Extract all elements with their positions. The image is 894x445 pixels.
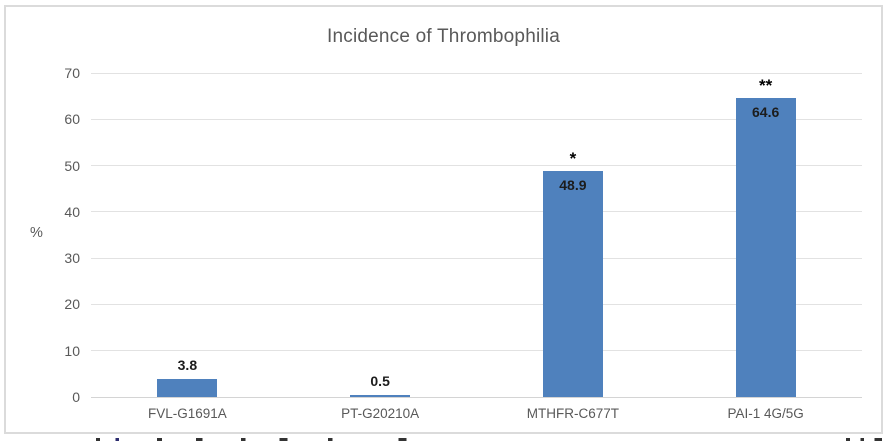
gridline-y-40 [91,211,862,213]
y-tick-label-60: 60 [64,111,80,128]
x-tick-label-MTHFR-C677T: MTHFR-C677T [526,406,619,421]
gridline-y-10 [91,350,862,352]
y-tick-label-0: 0 [72,389,80,405]
x-tick-label-PAI-1 4G/5G: PAI-1 4G/5G [727,406,804,421]
significance-mark-PAI-1 4G/5G: ** [759,75,773,95]
x-axis-category-labels: FVL-G1691A PT-G20210A MTHFR-C677T PAI-1 4G/… [91,404,862,424]
gridline-y-30 [91,257,862,259]
gridline-y-20 [91,303,862,305]
x-tick-label-FVL-G1691A: FVL-G1691A [147,406,227,421]
y-tick-label-30: 30 [64,250,80,267]
chart-title: Incidence of Thrombophilia [327,26,560,47]
y-tick-label-50: 50 [64,157,80,174]
data-label-PAI-1 4G/5G: 64.6 [752,103,780,120]
y-tick-label-20: 20 [64,296,80,313]
significance-mark-MTHFR-C677T: * [569,148,577,168]
x-tick-label-PT-G20210A: PT-G20210A [341,406,420,421]
y-tick-label-40: 40 [64,203,80,220]
gridline-y-60 [91,118,862,120]
bar-MTHFR-C677T [542,170,603,397]
cut-off-caption-fragment-right [846,438,892,441]
gridline-y-50 [91,165,862,167]
bar-slot-1: 3.8 [91,73,284,397]
bar-slot-2: 0.5 [284,73,477,397]
bar-PT-G20210A [350,394,411,397]
gridline-y-0 [91,396,862,398]
data-label-PT-G20210A: 0.5 [370,372,390,389]
gridline-y-70 [91,72,862,74]
y-tick-label-70: 70 [64,65,80,81]
data-label-FVL-G1691A: 3.8 [177,357,198,374]
y-tick-label-10: 10 [64,342,80,359]
bar-slot-3: 48.9 * [477,73,670,397]
plot-area: 3.8 0.5 48.9 * 64.6 ** [91,72,862,398]
data-label-MTHFR-C677T: 48.9 [559,176,587,193]
cut-off-caption-fragment-left [96,438,418,441]
y-axis-tick-labels: 0 10 20 30 40 50 60 70 [34,65,80,405]
y-axis-title: % [30,225,43,241]
bar-slot-4: 64.6 ** [669,73,862,397]
bar-PAI-1 4G/5G [735,98,796,397]
bar-FVL-G1691A [157,379,218,397]
